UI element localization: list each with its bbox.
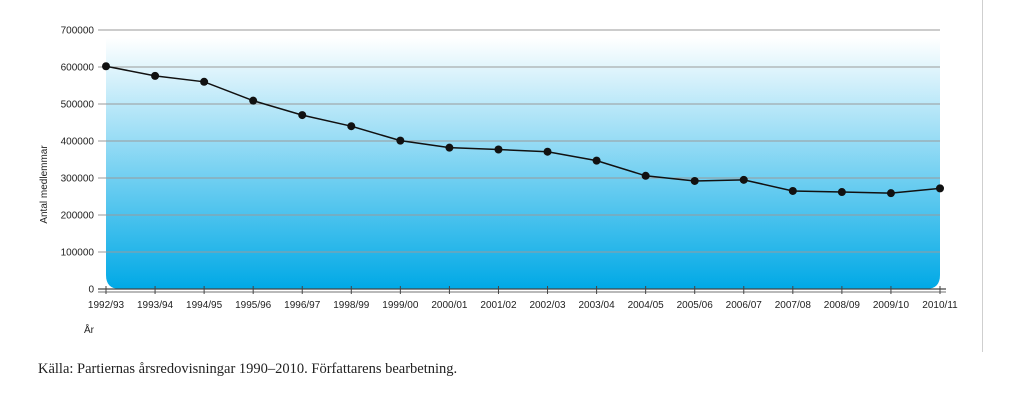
data-point <box>200 77 209 86</box>
y-tick-label: 700000 <box>61 26 95 37</box>
x-tick-label: 2008/09 <box>824 300 861 311</box>
x-axis-label: År <box>84 323 95 336</box>
x-tick-label: 2000/01 <box>431 300 468 311</box>
data-point <box>592 156 601 165</box>
data-point <box>494 145 503 154</box>
y-tick-label: 200000 <box>61 211 95 222</box>
y-tick-label: 500000 <box>61 100 95 111</box>
data-point <box>347 122 356 131</box>
data-point <box>298 111 307 120</box>
y-tick-label: 600000 <box>61 63 95 74</box>
series-line <box>105 65 941 194</box>
data-point <box>396 136 405 145</box>
x-tick-label: 2001/02 <box>480 300 517 311</box>
data-point <box>886 189 895 198</box>
data-point <box>788 186 797 195</box>
page-divider <box>982 0 983 352</box>
data-point <box>445 143 454 152</box>
data-point <box>102 62 110 71</box>
y-tick-label: 0 <box>88 285 94 296</box>
x-tick-label: 1994/95 <box>186 300 223 311</box>
x-tick-label: 1992/93 <box>88 300 125 311</box>
line-chart: 0 100000 200000 300000 400000 500000 600000 700… <box>39 26 958 337</box>
x-tick-label: 1995/96 <box>235 300 272 311</box>
x-tick-label: 1993/94 <box>137 300 174 311</box>
x-tick-label: 2010/11 <box>922 300 958 311</box>
x-tick-label: 2009/10 <box>873 300 910 311</box>
data-point <box>739 175 748 184</box>
y-tick-label: 300000 <box>61 174 95 185</box>
x-tick-label: 2004/05 <box>628 300 665 311</box>
y-tick-label: 400000 <box>61 137 95 148</box>
x-tick-label: 1996/97 <box>284 300 321 311</box>
x-tick-label: 2003/04 <box>579 300 616 311</box>
data-point <box>936 184 944 193</box>
data-point <box>837 188 846 197</box>
x-tick-label: 2007/08 <box>775 300 812 311</box>
x-tick-label: 2005/06 <box>677 300 714 311</box>
y-tick-label: 100000 <box>61 248 95 259</box>
x-tick-label: 2006/07 <box>726 300 763 311</box>
plot-background <box>106 38 940 289</box>
x-tick-label: 1999/00 <box>382 300 419 311</box>
data-point <box>249 96 258 105</box>
data-point <box>151 71 160 80</box>
data-point <box>543 147 552 156</box>
y-axis-label: Antal medlemmar <box>39 145 50 224</box>
source-note: Källa: Partiernas årsredovisningar 1990–… <box>38 361 458 377</box>
x-tick-label: 1998/99 <box>333 300 370 311</box>
data-point <box>641 171 650 180</box>
membership-chart: 0 100000 200000 300000 400000 500000 600000 700… <box>39 26 958 337</box>
x-tick-label: 2002/03 <box>529 300 566 311</box>
data-point <box>690 176 699 185</box>
